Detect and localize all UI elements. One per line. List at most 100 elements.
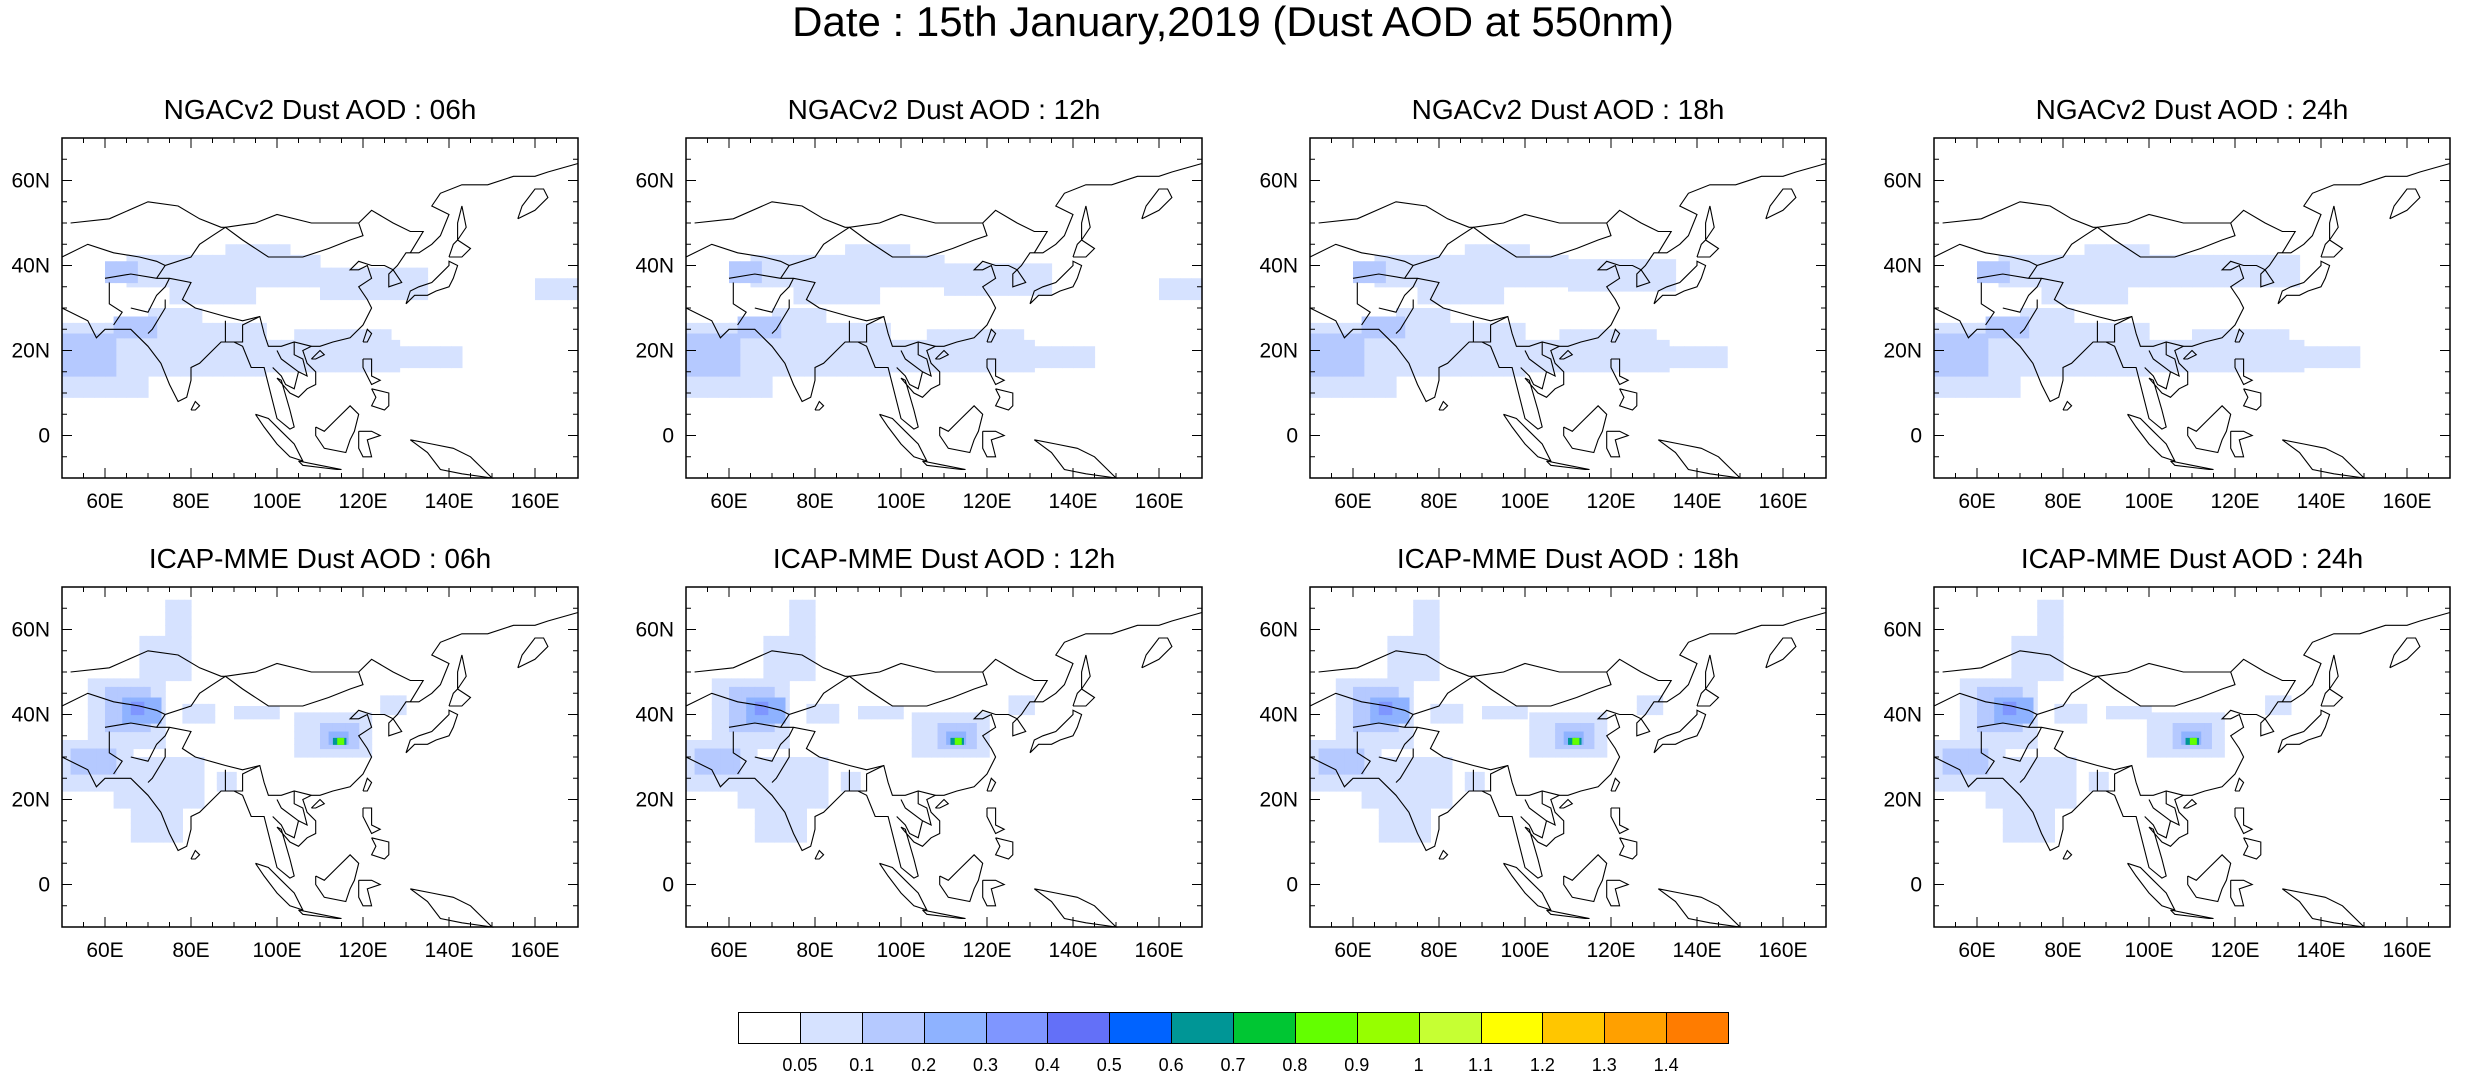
aod-cell: [751, 355, 762, 366]
aod-cell: [2037, 757, 2044, 764]
aod-cell: [185, 757, 192, 764]
aod-cell: [230, 778, 237, 785]
map-frame: [62, 138, 578, 478]
aod-cell: [202, 355, 213, 366]
aod-cell: [1394, 649, 1401, 656]
aod-cell: [1400, 691, 1407, 698]
aod-cell: [195, 717, 202, 724]
aod-cell: [1181, 278, 1192, 289]
aod-cell: [1357, 755, 1364, 762]
aod-cell: [2031, 668, 2038, 675]
aod-cell: [1547, 266, 1558, 277]
aod-cell: [1310, 746, 1317, 753]
x-tick-label: 140E: [1048, 939, 1097, 962]
aod-cell: [245, 334, 256, 345]
aod-cell: [815, 763, 822, 770]
aod-cell: [1342, 344, 1353, 355]
aod-cell: [1587, 751, 1594, 758]
aod-cell: [202, 266, 213, 277]
x-tick-label: 60E: [710, 939, 747, 962]
aod-cell: [180, 329, 191, 340]
aod-cell: [738, 795, 745, 802]
aod-cell: [1084, 346, 1095, 357]
aod-cell: [815, 770, 822, 777]
aod-cell: [912, 732, 919, 739]
aod-cell: [821, 770, 828, 777]
aod-cell: [178, 757, 185, 764]
aod-cell: [120, 763, 127, 770]
aod-cell: [742, 687, 749, 694]
aod-cell: [2044, 757, 2051, 764]
aod-cell: [451, 346, 462, 357]
aod-cell: [757, 763, 764, 770]
aod-cell: [783, 723, 790, 730]
aod-cell: [1529, 719, 1536, 726]
aod-cell: [127, 355, 138, 366]
aod-cell: [1418, 283, 1429, 294]
aod-cell: [2239, 361, 2250, 372]
aod-cell: [1426, 632, 1433, 639]
coast-line: [1611, 778, 1620, 791]
aod-cell: [1529, 725, 1536, 732]
aod-cell: [755, 810, 762, 817]
aod-cell: [105, 712, 112, 719]
aod-cell: [430, 346, 441, 357]
aod-cell: [96, 755, 103, 762]
aod-cell: [1594, 351, 1605, 362]
aod-cell: [131, 823, 138, 830]
aod-cell: [856, 244, 867, 255]
aod-cell: [1407, 729, 1414, 736]
aod-cell: [740, 376, 751, 387]
aod-cell: [107, 736, 114, 743]
aod-cell: [1966, 717, 1973, 724]
x-tick-label: 160E: [1134, 490, 1183, 513]
coast-line: [2231, 431, 2253, 457]
aod-cell: [2069, 789, 2076, 796]
aod-cell: [1590, 270, 1601, 281]
aod-cell: [107, 742, 114, 749]
aod-cell: [197, 763, 204, 770]
aod-cell: [757, 742, 764, 749]
aod-cell: [1338, 761, 1345, 768]
aod-cell: [959, 732, 966, 739]
aod-cell: [751, 387, 762, 398]
aod-cell: [1581, 723, 1588, 730]
aod-cell: [686, 376, 697, 387]
aod-cell: [314, 751, 321, 758]
aod-cell: [1495, 712, 1502, 719]
aod-cell: [127, 344, 138, 355]
aod-cell: [884, 351, 895, 362]
aod-cell: [1381, 742, 1388, 749]
aod-cell: [2069, 795, 2076, 802]
aod-cell: [2085, 283, 2096, 294]
aod-cell: [1052, 346, 1063, 357]
aod-cell: [137, 376, 148, 387]
aod-cell: [223, 293, 234, 304]
aod-cell: [815, 293, 826, 304]
aod-cell: [1353, 344, 1364, 355]
coast-line: [359, 880, 381, 906]
aod-cell: [796, 619, 803, 626]
coast-line: [2188, 406, 2231, 453]
aod-cell: [114, 783, 121, 790]
aod-cell: [1549, 732, 1556, 739]
aod-cell: [1353, 712, 1360, 719]
aod-cell: [178, 763, 185, 770]
aod-cell: [1368, 763, 1375, 770]
aod-cell: [107, 778, 114, 785]
aod-cell: [1359, 706, 1366, 713]
aod-cell: [712, 678, 719, 685]
aod-cell: [1342, 387, 1353, 398]
aod-cell: [1342, 704, 1349, 711]
aod-cell: [2160, 266, 2171, 277]
y-tick-label: 0: [1286, 874, 1298, 897]
aod-cell: [708, 334, 719, 345]
aod-cell: [2261, 351, 2272, 362]
aod-cell: [1581, 751, 1588, 758]
aod-cell: [172, 795, 179, 802]
aod-cell: [1461, 283, 1472, 294]
aod-cell: [2057, 619, 2064, 626]
aod-cell: [751, 742, 758, 749]
aod-cell: [1992, 795, 1999, 802]
y-tick-label: 60N: [1259, 619, 1298, 642]
